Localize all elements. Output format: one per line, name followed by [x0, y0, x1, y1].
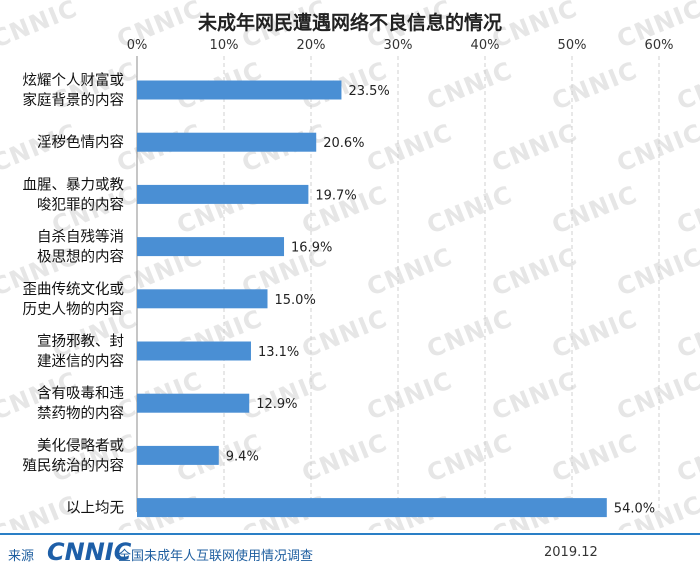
- data-label: 9.4%: [226, 449, 259, 464]
- bar: [137, 80, 342, 100]
- survey-date: 2019.12: [544, 545, 598, 560]
- category-label: 唆犯罪的内容: [37, 196, 124, 213]
- bar: [137, 237, 285, 257]
- bar-chart: 0% 10% 20% 30% 40% 50% 60% 炫耀个人财富或家庭背景的内容淫秽色情内…: [23, 38, 674, 518]
- bar: [137, 445, 219, 465]
- data-label: 15.0%: [275, 293, 316, 308]
- tick-layer: 0% 10% 20% 30% 40% 50% 60%: [127, 38, 674, 53]
- category-labels: 炫耀个人财富或家庭背景的内容淫秽色情内容血腥、暴力或教唆犯罪的内容自杀自残等消极…: [23, 71, 125, 517]
- data-label: 23.5%: [348, 84, 389, 99]
- survey-name: 全国未成年人互联网使用情况调查: [118, 549, 314, 564]
- category-label: 含有吸毒和违: [37, 385, 124, 402]
- category-label: 美化侵略者或: [37, 437, 124, 454]
- data-label: 12.9%: [256, 397, 297, 412]
- x-tick-label: 60%: [645, 38, 674, 53]
- category-label: 禁药物的内容: [37, 405, 124, 422]
- data-label: 20.6%: [323, 136, 364, 151]
- data-label: 16.9%: [291, 241, 332, 256]
- footer-divider: [0, 533, 700, 535]
- x-tick-label: 0%: [127, 38, 148, 53]
- category-label: 宣扬邪教、封: [37, 333, 124, 350]
- category-label: 家庭背景的内容: [23, 92, 125, 109]
- data-labels: 23.5% 20.6% 19.7% 16.9% 15.0% 13.1% 12.9% 9.4% 5…: [226, 84, 655, 517]
- cnnic-logo: CNNIC: [47, 538, 132, 566]
- x-tick-label: 20%: [297, 38, 326, 53]
- category-label: 历史人物的内容: [23, 301, 125, 318]
- category-label: 血腥、暴力或教: [23, 176, 125, 193]
- chart-title: 未成年网民遭遇网络不良信息的情况: [197, 12, 502, 34]
- bar: [137, 498, 607, 518]
- category-label: 淫秽色情内容: [37, 134, 124, 151]
- category-label: 建迷信的内容: [37, 353, 124, 370]
- bar: [137, 341, 251, 361]
- category-label: 炫耀个人财富或: [23, 71, 125, 89]
- data-label: 54.0%: [614, 502, 655, 517]
- category-label: 极思想的内容: [37, 249, 124, 266]
- category-label: 歪曲传统文化或: [23, 281, 125, 298]
- bar: [137, 289, 268, 309]
- bar: [137, 132, 317, 152]
- data-label: 13.1%: [258, 345, 299, 360]
- bar-layer: [137, 80, 607, 518]
- x-tick-label: 10%: [210, 38, 239, 53]
- bar: [137, 184, 309, 204]
- category-label: 殖民统治的内容: [23, 457, 125, 474]
- data-label: 19.7%: [315, 188, 356, 203]
- x-tick-label: 50%: [558, 38, 587, 53]
- category-label: 以上均无: [66, 500, 124, 517]
- x-tick-label: 40%: [471, 38, 500, 53]
- bar: [137, 393, 250, 413]
- grid-layer: [136, 56, 660, 512]
- category-label: 自杀自残等消: [37, 228, 124, 246]
- x-tick-label: 30%: [384, 38, 413, 53]
- source-label: 来源: [8, 549, 35, 564]
- footer: 来源 CNNIC 全国未成年人互联网使用情况调查 2019.12: [0, 536, 700, 569]
